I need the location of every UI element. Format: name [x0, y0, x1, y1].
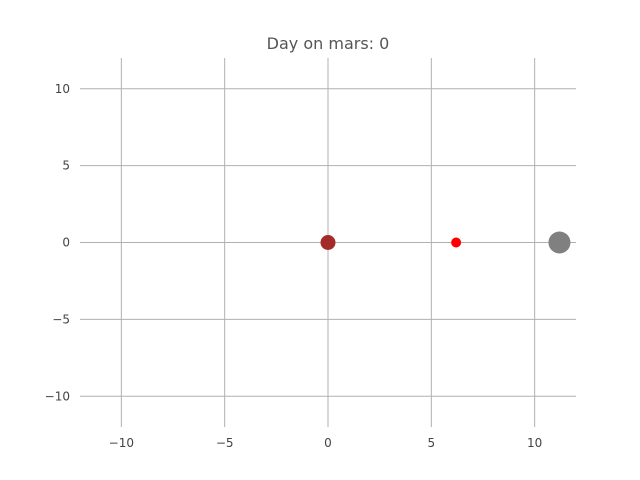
y-tick-label: −10 — [45, 389, 70, 403]
y-tick-label: 5 — [62, 159, 70, 173]
y-axis-ticks: −10 −5 0 5 10 — [45, 82, 70, 404]
x-tick-label: −5 — [216, 436, 234, 450]
x-axis-ticks: −10 −5 0 5 10 — [109, 436, 543, 450]
y-tick-label: 10 — [55, 82, 70, 96]
x-tick-label: −10 — [109, 436, 134, 450]
y-tick-label: −5 — [52, 312, 70, 326]
x-tick-label: 0 — [324, 436, 332, 450]
data-point-1 — [451, 237, 462, 248]
data-points — [320, 231, 571, 254]
x-tick-label: 10 — [527, 436, 542, 450]
data-point-0 — [320, 235, 336, 250]
data-point-2 — [548, 231, 571, 254]
x-tick-label: 5 — [428, 436, 436, 450]
grid — [80, 58, 576, 427]
y-tick-label: 0 — [62, 236, 70, 250]
chart-title: Day on mars: 0 — [267, 34, 390, 53]
